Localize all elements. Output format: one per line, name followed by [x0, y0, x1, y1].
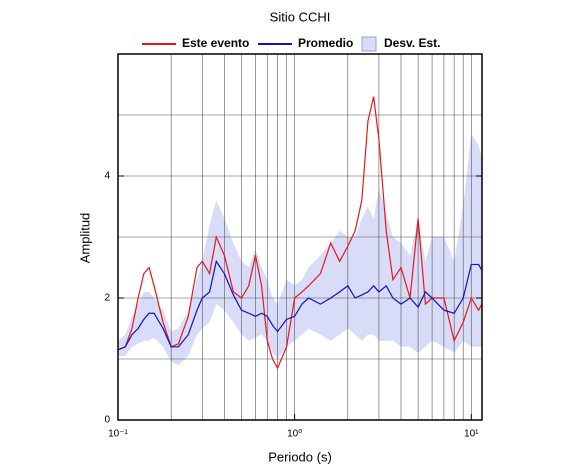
- y-axis-label: Amplitud: [77, 213, 92, 264]
- legend-label: Este evento: [182, 36, 249, 50]
- plot-frame: [117, 53, 483, 421]
- y-tick-label: 4: [104, 171, 110, 182]
- legend-label: Desv. Est.: [384, 36, 440, 50]
- legend-label: Promedio: [298, 36, 353, 50]
- series-line: [117, 259, 483, 351]
- x-tick-label: 10¹: [464, 429, 479, 440]
- y-tick-label: 2: [104, 293, 110, 304]
- x-axis-label: Periodo (s): [268, 449, 332, 464]
- std-band: [118, 133, 482, 366]
- y-tick-label: 0: [104, 415, 110, 426]
- x-tick-label: 10⁻¹: [108, 429, 128, 440]
- legend-swatch: [361, 36, 377, 52]
- x-tick-label: 10⁰: [287, 429, 302, 440]
- chart-title: Sitio CCHI: [270, 9, 331, 24]
